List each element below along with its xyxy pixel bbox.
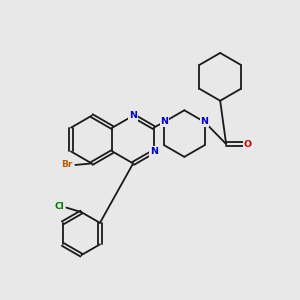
Text: N: N xyxy=(150,147,158,156)
Text: N: N xyxy=(129,111,137,120)
Text: Cl: Cl xyxy=(55,202,65,211)
Text: N: N xyxy=(200,117,208,126)
Text: O: O xyxy=(244,140,252,148)
Text: Br: Br xyxy=(61,160,73,169)
Text: N: N xyxy=(160,117,168,126)
